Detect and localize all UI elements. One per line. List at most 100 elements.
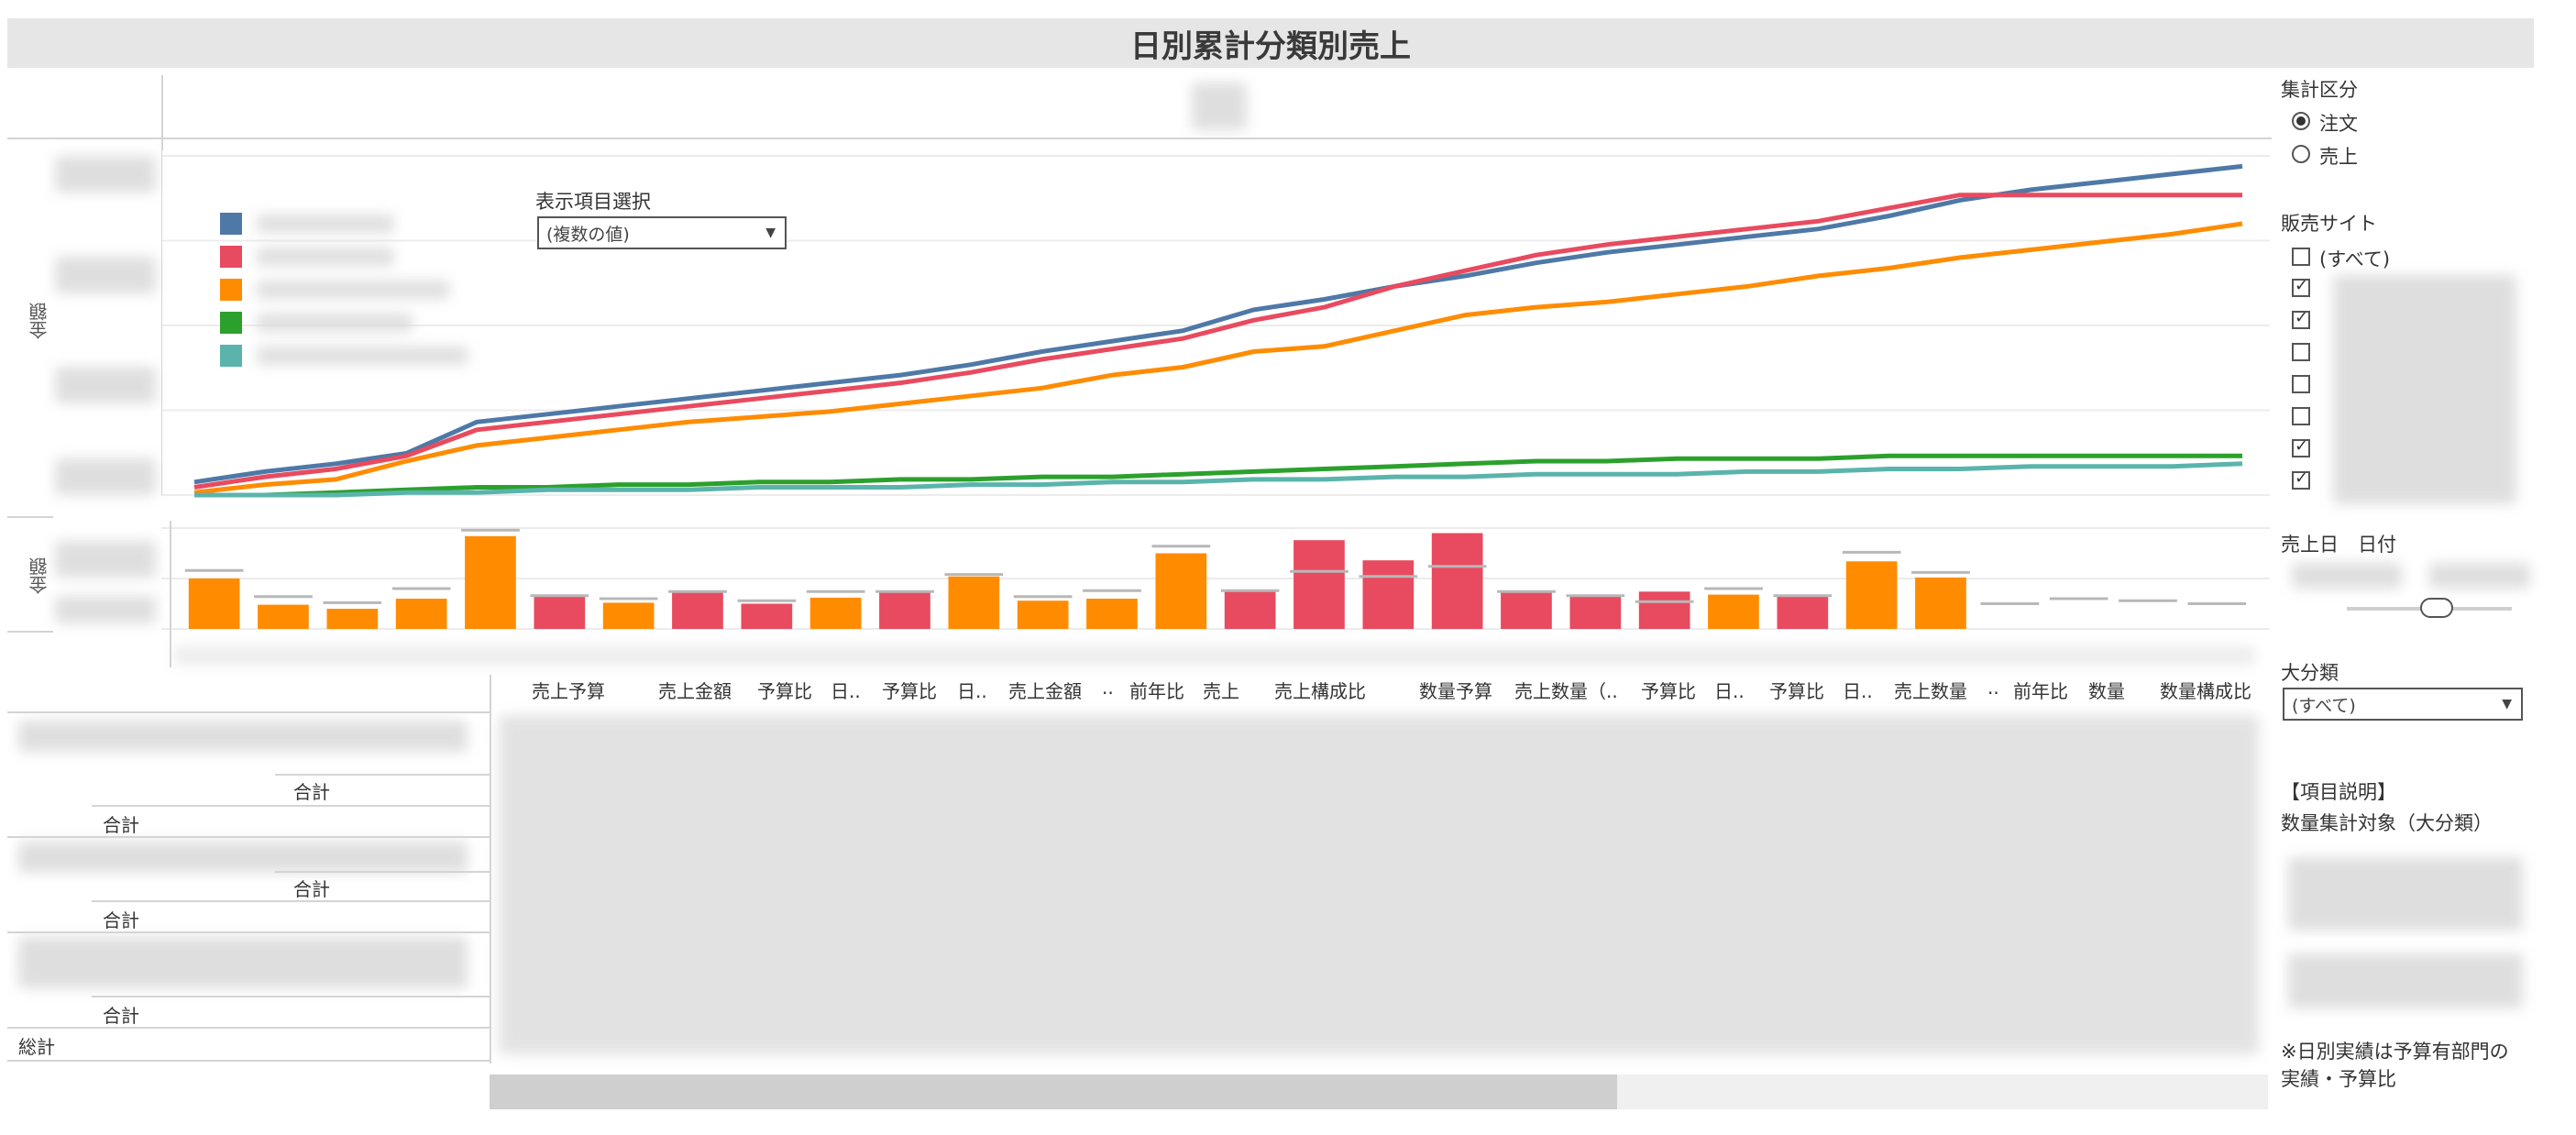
site-checkbox[interactable] xyxy=(2292,436,2310,457)
blurred-ytick xyxy=(55,257,156,293)
legend-label xyxy=(257,314,413,332)
column-header[interactable]: 予算比 xyxy=(1641,680,1696,702)
series-line-1 xyxy=(193,163,2243,485)
column-header[interactable]: 数量予算 xyxy=(1419,680,1492,702)
legend-label xyxy=(257,347,468,365)
category-title: 大分類 xyxy=(2281,662,2339,684)
bar-3 xyxy=(326,609,379,629)
aggregation-title: 集計区分 xyxy=(2281,79,2358,101)
header-divider xyxy=(161,75,163,150)
column-header[interactable]: 日.. xyxy=(1843,680,1873,702)
column-header[interactable]: 日.. xyxy=(957,680,987,702)
bar-21 xyxy=(1569,596,1622,629)
blurred-ytick xyxy=(55,541,156,578)
display-item-select[interactable]: (複数の値) ▼ xyxy=(537,216,787,249)
bar-12 xyxy=(948,576,1000,629)
site-checkbox[interactable] xyxy=(2292,407,2310,425)
header-rule xyxy=(7,138,2272,139)
column-header[interactable]: 売上金額 xyxy=(658,680,732,702)
site-checkbox[interactable] xyxy=(2292,343,2310,361)
radio-order-label[interactable]: 注文 xyxy=(2319,113,2358,135)
top-chart-ylabel: 金額 xyxy=(28,303,50,339)
column-header[interactable]: 予算比 xyxy=(757,680,812,702)
column-header[interactable]: .. xyxy=(1102,677,1114,699)
table-divider xyxy=(490,675,491,1063)
bar-25 xyxy=(1845,561,1898,629)
bar-24 xyxy=(1777,596,1829,629)
table-rule xyxy=(7,1027,490,1029)
blurred-ytick xyxy=(55,596,156,623)
blurred-site-names xyxy=(2333,275,2516,504)
bar-26 xyxy=(1915,577,1966,629)
radio-sales-label[interactable]: 売上 xyxy=(2319,146,2358,168)
table-rule xyxy=(92,900,490,902)
column-header[interactable]: 売上予算 xyxy=(532,680,605,702)
top-chart-lines xyxy=(193,163,2243,498)
bar-17 xyxy=(1294,540,1345,629)
row-subtotal: 合計 xyxy=(103,1005,139,1027)
bar-20 xyxy=(1501,591,1552,629)
table-rule xyxy=(92,805,490,807)
blurred-ytick xyxy=(55,156,156,193)
bar-4 xyxy=(395,599,447,629)
column-header[interactable]: 売上 xyxy=(1203,680,1239,702)
bar-15 xyxy=(1155,553,1207,629)
bar-7 xyxy=(602,602,655,629)
column-header[interactable]: 売上数量 xyxy=(1894,680,1967,702)
bar-13 xyxy=(1017,601,1069,629)
bar-22 xyxy=(1638,591,1690,629)
column-header[interactable]: .. xyxy=(1987,677,1999,699)
radio-order[interactable] xyxy=(2292,112,2310,130)
desc-line: 数量集計対象（大分類） xyxy=(2281,812,2493,834)
row-subtotal: 合計 xyxy=(103,814,139,836)
series-line-4 xyxy=(194,453,2242,498)
top-line-chart xyxy=(161,138,2270,498)
category-select-value: (すべて) xyxy=(2292,695,2356,716)
bar-chart-bars xyxy=(188,533,1966,629)
select-value: (複数の値) xyxy=(546,224,630,245)
column-header[interactable]: 売上構成比 xyxy=(1274,680,1366,702)
column-header[interactable]: 数量構成比 xyxy=(2160,680,2251,702)
table-rule xyxy=(7,931,490,933)
site-check-all[interactable] xyxy=(2292,248,2310,266)
blurred-table-body xyxy=(499,715,2259,1054)
date-range-slider-handle[interactable] xyxy=(2420,598,2453,618)
site-checkbox[interactable] xyxy=(2292,468,2310,490)
legend-swatch-4 xyxy=(220,312,242,334)
bar-11 xyxy=(879,591,930,629)
site-checkbox[interactable] xyxy=(2292,308,2310,329)
column-header[interactable]: 予算比 xyxy=(1769,680,1824,702)
column-header[interactable]: 前年比 xyxy=(1129,680,1184,702)
series-line-3 xyxy=(193,221,2243,495)
legend-swatch-3 xyxy=(220,279,242,301)
column-header[interactable]: 数量 xyxy=(2088,680,2125,702)
column-header[interactable]: 売上数量（.. xyxy=(1514,680,1618,702)
column-header[interactable]: 日.. xyxy=(1714,680,1745,702)
row-subtotal: 合計 xyxy=(293,878,330,900)
legend-label xyxy=(257,215,394,233)
date-filter-title: 売上日 日付 xyxy=(2281,534,2396,556)
row-grand-total: 総計 xyxy=(18,1036,55,1058)
category-select[interactable]: (すべて) ▼ xyxy=(2283,688,2523,721)
bar-16 xyxy=(1224,590,1276,629)
blurred-desc xyxy=(2288,953,2523,1008)
site-checkbox[interactable] xyxy=(2292,375,2310,393)
column-header[interactable]: 予算比 xyxy=(882,680,937,702)
blurred-date-start xyxy=(2292,563,2402,589)
radio-sales[interactable] xyxy=(2292,145,2310,163)
column-header[interactable]: 前年比 xyxy=(2013,680,2068,702)
bottom-chart-ylabel: 金額 xyxy=(28,557,50,594)
table-rule xyxy=(7,711,490,713)
chevron-down-icon: ▼ xyxy=(765,226,776,240)
blurred-row-header xyxy=(18,842,468,873)
site-checkbox[interactable] xyxy=(2292,276,2310,297)
site-check-all-label[interactable]: (すべて) xyxy=(2319,248,2391,270)
chevron-down-icon: ▼ xyxy=(2502,697,2512,711)
blurred-desc xyxy=(2288,857,2523,931)
selector-label: 表示項目選択 xyxy=(535,191,651,213)
column-header[interactable]: 売上金額 xyxy=(1008,680,1082,702)
column-header[interactable]: 日.. xyxy=(831,680,861,702)
table-scrollbar-thumb[interactable] xyxy=(490,1074,1617,1109)
row-subtotal: 合計 xyxy=(103,909,139,931)
legend-swatch-2 xyxy=(220,246,242,268)
